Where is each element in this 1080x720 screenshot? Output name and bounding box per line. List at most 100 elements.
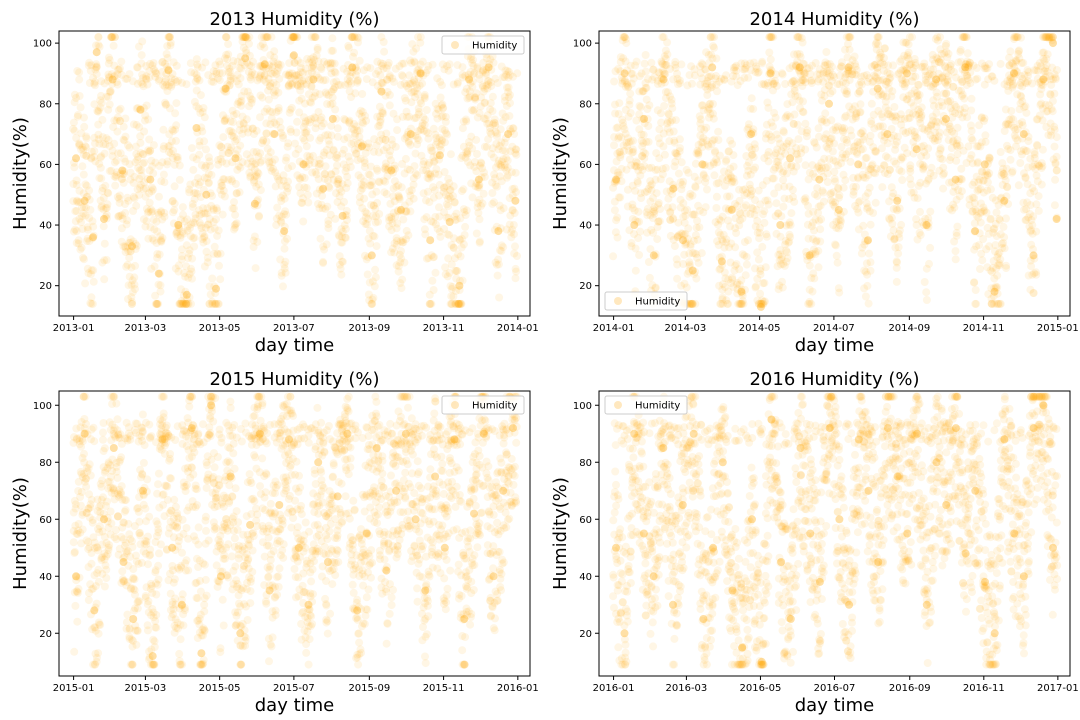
humidity-point: [775, 281, 784, 290]
humidity-point: [91, 660, 100, 669]
humidity-point: [264, 74, 273, 83]
humidity-point: [1015, 120, 1024, 128]
humidity-point: [722, 296, 731, 305]
humidity-point: [85, 213, 94, 222]
humidity-point: [94, 106, 103, 115]
humidity-point: [75, 437, 84, 446]
humidity-point: [682, 283, 691, 292]
humidity-point: [152, 438, 160, 447]
humidity-point: [669, 235, 678, 244]
x-tick-label: 2013-05: [199, 323, 241, 334]
humidity-point: [805, 168, 814, 177]
humidity-point: [766, 68, 774, 77]
humidity-point: [737, 285, 746, 294]
humidity-point: [1030, 150, 1039, 159]
humidity-point: [151, 623, 160, 632]
humidity-point: [805, 64, 814, 73]
humidity-point: [933, 118, 942, 127]
humidity-point: [87, 153, 96, 162]
humidity-point: [762, 129, 771, 138]
humidity-point: [234, 153, 243, 162]
humidity-point: [69, 538, 78, 547]
humidity-point: [493, 271, 502, 280]
humidity-point: [444, 213, 453, 222]
legend: Humidity: [441, 35, 525, 55]
humidity-point: [256, 71, 265, 80]
humidity-point: [366, 162, 375, 171]
humidity-point: [221, 54, 229, 63]
humidity-point: [324, 59, 332, 68]
x-tick-label: 2014-07: [813, 323, 855, 334]
humidity-point: [988, 263, 997, 272]
humidity-point: [345, 157, 354, 166]
humidity-point: [1050, 122, 1059, 131]
humidity-point: [900, 80, 909, 89]
humidity-point: [159, 144, 168, 153]
humidity-point: [81, 477, 89, 486]
humidity-point: [858, 127, 867, 136]
humidity-point: [364, 214, 373, 223]
humidity-point: [112, 535, 121, 544]
humidity-point: [938, 72, 947, 81]
humidity-point: [178, 245, 186, 254]
humidity-point: [681, 237, 690, 246]
humidity-point: [354, 171, 363, 180]
humidity-point: [134, 104, 142, 113]
humidity-point: [458, 276, 467, 285]
humidity-point: [919, 163, 928, 172]
humidity-point: [121, 539, 130, 548]
humidity-point: [404, 84, 413, 93]
humidity-point: [116, 488, 125, 497]
humidity-point: [436, 146, 445, 154]
humidity-point: [982, 64, 991, 73]
humidity-point: [897, 74, 906, 83]
humidity-point: [855, 197, 864, 206]
humidity-point: [333, 151, 341, 160]
humidity-point: [1045, 72, 1054, 81]
humidity-point: [348, 124, 356, 133]
humidity-point: [844, 69, 853, 78]
humidity-point: [705, 72, 714, 81]
data-point: [864, 236, 872, 245]
humidity-point: [1028, 184, 1037, 192]
humidity-point: [492, 222, 501, 231]
humidity-point: [749, 125, 758, 134]
humidity-point: [811, 173, 820, 182]
humidity-point: [738, 214, 747, 223]
humidity-point: [747, 145, 756, 154]
humidity-point: [118, 523, 127, 532]
humidity-point: [910, 55, 919, 63]
humidity-point: [715, 281, 724, 290]
humidity-point: [763, 98, 772, 107]
humidity-point: [114, 212, 123, 221]
humidity-point: [375, 210, 384, 218]
humidity-point: [145, 420, 154, 429]
humidity-point: [697, 249, 706, 258]
humidity-point: [169, 219, 178, 228]
humidity-point: [123, 547, 132, 556]
humidity-point: [72, 206, 81, 215]
humidity-point: [456, 236, 465, 245]
humidity-point: [865, 183, 874, 192]
humidity-point: [145, 198, 154, 207]
humidity-point: [308, 93, 317, 102]
humidity-point: [801, 197, 810, 206]
humidity-point: [130, 586, 139, 595]
humidity-point: [266, 51, 275, 60]
humidity-point: [343, 133, 352, 142]
humidity-point: [404, 231, 413, 240]
humidity-point: [1023, 198, 1032, 207]
humidity-point: [145, 647, 154, 656]
humidity-point: [658, 170, 667, 179]
humidity-point: [245, 92, 254, 100]
humidity-point: [101, 212, 110, 221]
humidity-point: [1048, 97, 1057, 106]
humidity-point: [303, 151, 312, 160]
humidity-point: [1002, 264, 1011, 273]
humidity-point: [787, 90, 796, 99]
humidity-point: [975, 241, 984, 250]
humidity-point: [673, 233, 682, 242]
humidity-point: [231, 179, 240, 188]
humidity-point: [408, 79, 417, 87]
humidity-point: [649, 205, 658, 214]
